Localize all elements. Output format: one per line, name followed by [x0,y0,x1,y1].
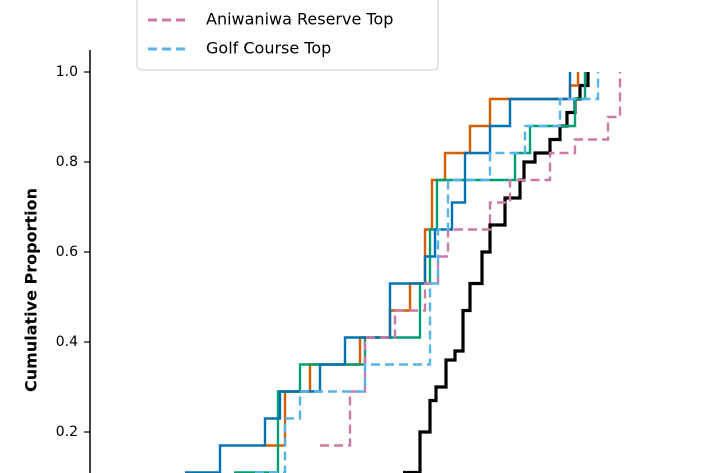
legend-label: Aniwaniwa Reserve Top [206,10,393,29]
legend [136,0,439,71]
plot-area [185,72,622,473]
y-tick-label: 0.8 [56,154,78,170]
ecdf-line [234,72,587,473]
ecdf-line [255,72,600,473]
y-tick-label: 1.0 [56,64,78,80]
ecdf-line [185,72,572,473]
y-axis-label: Cumulative Proportion [22,188,41,392]
y-tick-label: 0.6 [56,244,78,260]
y-tick-label: 0.4 [56,334,78,350]
ecdf-line [403,72,590,473]
legend-items: Aniwaniwa Reserve Top Golf Course Top [148,10,393,58]
legend-label: Golf Course Top [206,39,331,58]
y-tick-label: 0.2 [56,424,78,440]
